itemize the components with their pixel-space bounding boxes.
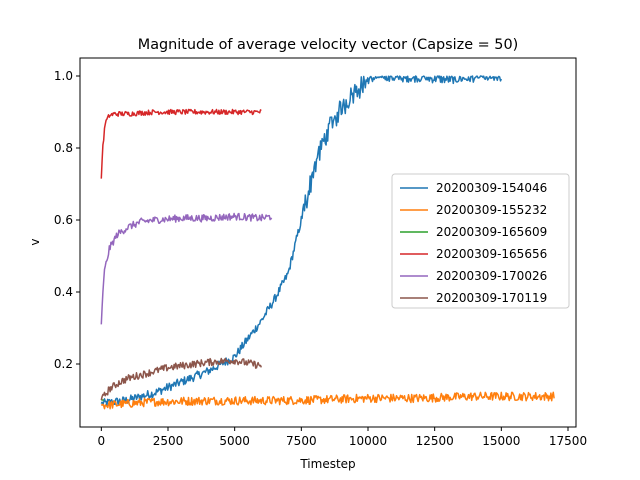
x-tick-label: 10000 <box>349 434 387 448</box>
legend: 20200309-154046 20200309-155232 20200309-1… <box>391 173 570 309</box>
series-line-20200309-154046 <box>100 75 502 407</box>
plot-frame <box>79 57 577 428</box>
legend-label: 20200309-155232 <box>436 203 547 217</box>
y-axis: 0.2 0.4 0.6 0.8 1.0 <box>54 69 80 371</box>
x-tick-label: 2500 <box>153 434 184 448</box>
legend-label: 20200309-170119 <box>436 291 547 305</box>
y-axis-label: v <box>28 238 42 245</box>
legend-label: 20200309-170026 <box>436 269 547 283</box>
x-tick-label: 15000 <box>482 434 520 448</box>
x-tick-label: 12500 <box>416 434 454 448</box>
legend-label: 20200309-165656 <box>436 247 547 261</box>
y-tick-label: 1.0 <box>54 69 73 83</box>
series-line-20200309-155232 <box>100 391 555 410</box>
legend-label: 20200309-154046 <box>436 181 547 195</box>
y-tick-label: 0.6 <box>54 213 73 227</box>
x-axis: 0 2500 5000 7500 10000 12500 15000 17500 <box>98 427 587 448</box>
x-tick-label: 0 <box>98 434 106 448</box>
series-line-20200309-170026 <box>100 212 273 325</box>
chart-title: Magnitude of average velocity vector (Ca… <box>138 37 518 53</box>
y-tick-label: 0.8 <box>54 141 73 155</box>
series-line-20200309-170119 <box>100 357 262 401</box>
x-tick-label: 7500 <box>286 434 317 448</box>
plot-lines <box>100 75 555 410</box>
legend-label: 20200309-165609 <box>436 225 547 239</box>
x-axis-label: Timestep <box>299 457 355 471</box>
series-line-20200309-165656 <box>100 108 262 179</box>
legend-box <box>391 173 570 309</box>
x-tick-label: 5000 <box>219 434 250 448</box>
y-tick-label: 0.2 <box>54 357 73 371</box>
x-tick-label: 17500 <box>549 434 587 448</box>
y-tick-label: 0.4 <box>54 285 73 299</box>
